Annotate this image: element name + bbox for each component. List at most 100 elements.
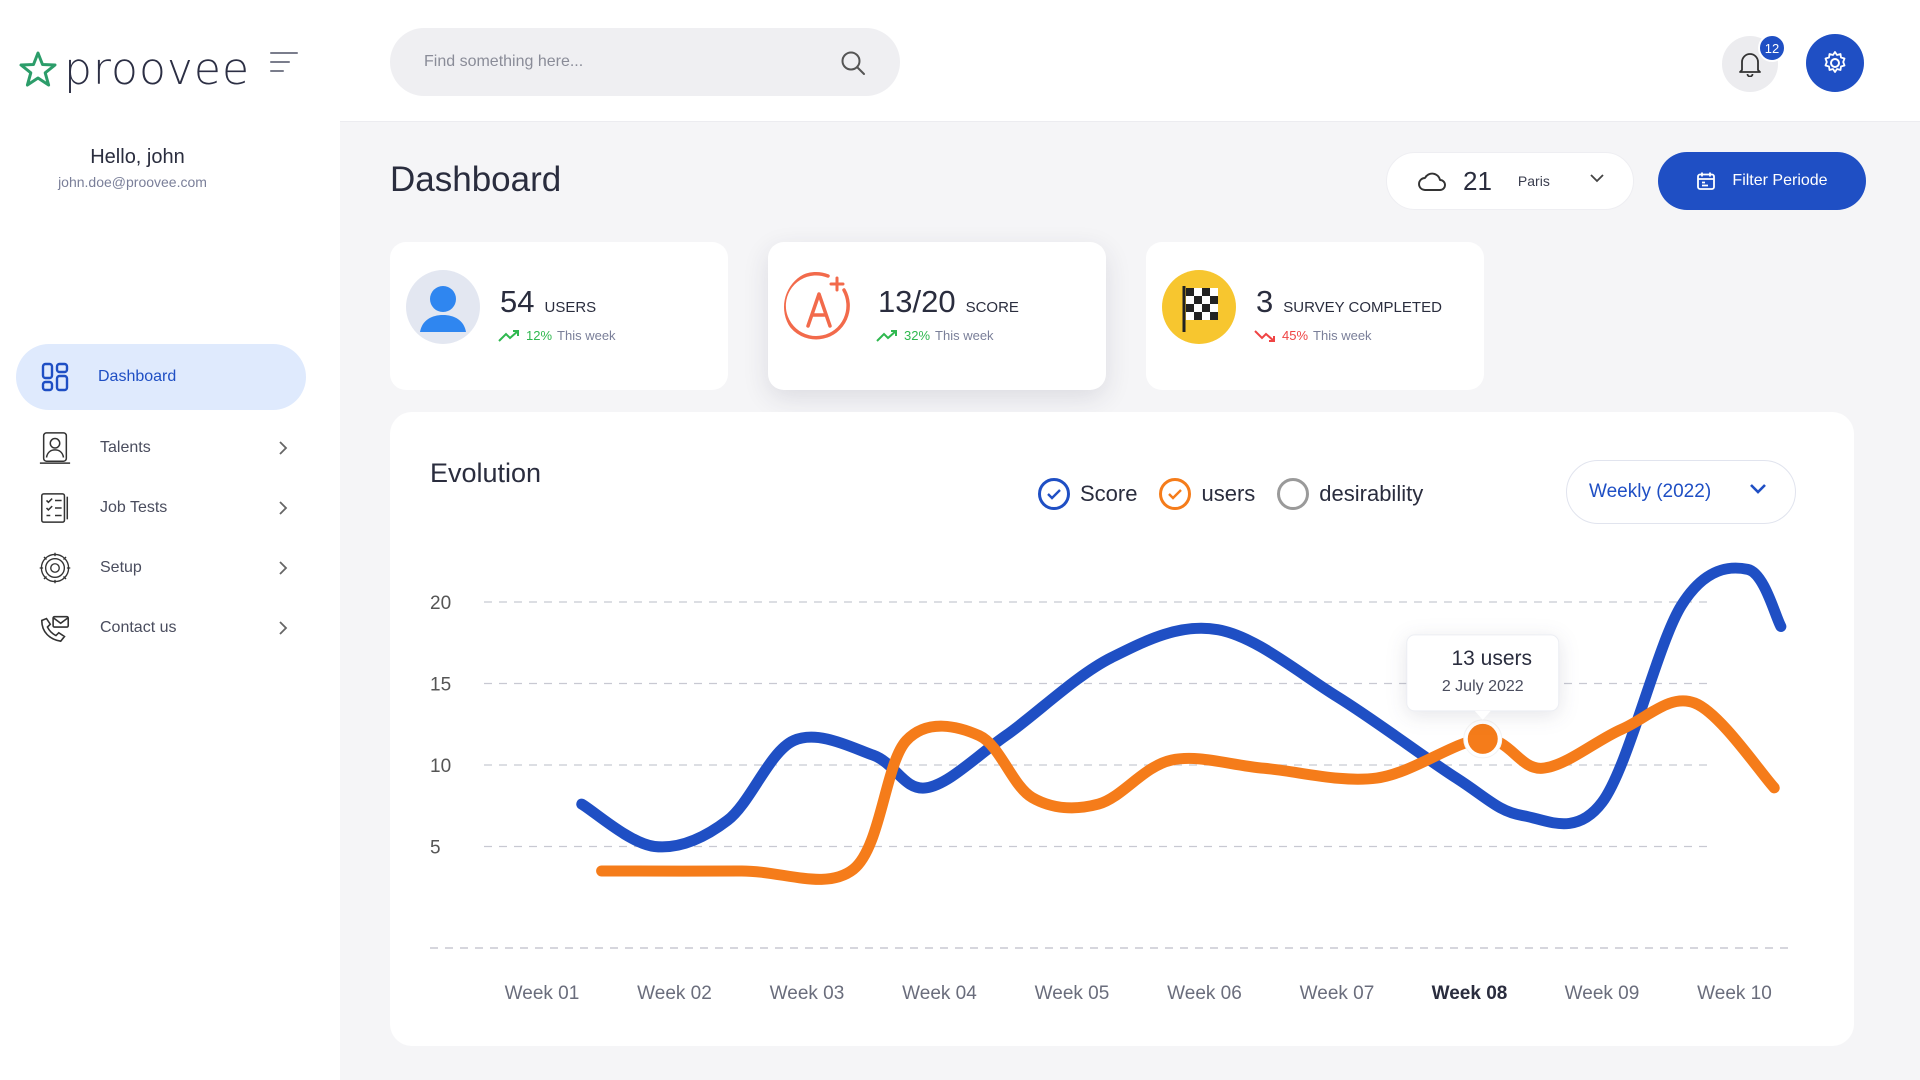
filter-periode-label: Filter Periode (1732, 172, 1828, 189)
contact-icon (38, 611, 72, 645)
filter-periode-button[interactable]: Filter Periode (1658, 152, 1866, 210)
checkered-flag-icon (1162, 270, 1236, 344)
user-email: john.doe@proovee.com (58, 174, 207, 190)
sidebar: proovee Hello, john john.doe@proovee.com… (0, 0, 340, 1080)
page-title: Dashboard (390, 160, 562, 199)
legend-label: desirability (1319, 481, 1424, 506)
sidebar-item-label: Contact us (100, 619, 177, 636)
chevron-down-icon (1590, 174, 1604, 183)
sidebar-item-label: Setup (100, 559, 142, 576)
calendar-icon (1697, 172, 1716, 190)
y-tick-label: 15 (430, 675, 451, 696)
x-tick-label: Week 08 (1432, 983, 1508, 1004)
data-point-marker (1467, 723, 1498, 754)
legend-label: Score (1080, 481, 1138, 506)
stat-value: 13/20 score (878, 284, 1019, 319)
evolution-panel: Evolution Score users desirability Weekl… (390, 412, 1854, 1046)
trend-percent: 12% (526, 328, 553, 343)
weather-temperature: 21 (1463, 165, 1492, 196)
brand-name: proovee (64, 44, 251, 95)
bell-icon (1739, 53, 1761, 77)
tooltip-title: 13 users (1451, 647, 1532, 670)
trend-up-icon (876, 329, 897, 342)
stat-trend: 12% This week (498, 328, 616, 343)
sidebar-item-setup[interactable]: Setup (16, 538, 306, 598)
dashboard-icon (38, 360, 72, 394)
chevron-right-icon (279, 501, 288, 515)
sidebar-item-label: Job Tests (100, 499, 168, 516)
legend-toggle-desirability[interactable]: desirability (1277, 478, 1423, 510)
trend-period: This week (935, 328, 994, 343)
x-tick-label: Week 01 (505, 983, 580, 1004)
stat-unit: survey completed (1283, 299, 1442, 316)
series-line-score (576, 562, 1787, 853)
y-tick-label: 20 (430, 593, 451, 614)
stat-value: 54 users (500, 284, 597, 319)
stat-card-survey: 3 survey completed 45% This week (1146, 242, 1484, 390)
sidebar-nav: Dashboard Talents Job Tests Setup (16, 344, 306, 658)
tooltip-date: 2 July 2022 (1442, 678, 1524, 695)
weather-city: Paris (1517, 173, 1550, 189)
search-input[interactable] (424, 53, 814, 71)
setup-icon (38, 551, 72, 585)
period-select[interactable]: Weekly (2022) (1566, 460, 1796, 524)
legend-label: users (1201, 481, 1256, 506)
y-tick-label: 10 (430, 756, 451, 777)
x-tick-label: Week 07 (1300, 983, 1375, 1004)
weather-location-select[interactable]: 21 Paris (1386, 152, 1634, 210)
x-tick-label: Week 10 (1697, 983, 1772, 1004)
series-line-users (596, 695, 1780, 885)
talents-icon (38, 431, 72, 465)
cloud-icon (1418, 172, 1446, 191)
stat-trend: 32% This week (876, 328, 994, 343)
star-logo-icon (19, 51, 57, 86)
stat-unit: users (544, 299, 597, 316)
settings-button[interactable] (1806, 34, 1864, 92)
tooltip-pointer (1474, 710, 1491, 720)
sidebar-item-contact[interactable]: Contact us (16, 598, 306, 658)
chevron-right-icon (279, 561, 288, 575)
search-icon[interactable] (840, 50, 866, 76)
user-avatar-icon (406, 270, 480, 344)
x-tick-label: Week 09 (1565, 983, 1640, 1004)
chart-legend: Score users desirability (1038, 478, 1445, 510)
trend-percent: 32% (904, 328, 931, 343)
checkbox-checked-icon (1038, 478, 1070, 510)
sidebar-item-job-tests[interactable]: Job Tests (16, 478, 306, 538)
stat-card-users: 54 users 12% This week (390, 242, 728, 390)
x-tick-label: Week 02 (637, 983, 712, 1004)
x-tick-label: Week 05 (1035, 983, 1110, 1004)
trend-up-icon (498, 329, 519, 342)
checkbox-checked-icon (1159, 478, 1192, 510)
chevron-down-icon (1750, 484, 1766, 494)
menu-toggle-icon[interactable] (270, 52, 298, 74)
legend-toggle-score[interactable]: Score (1038, 478, 1137, 510)
evolution-title: Evolution (430, 458, 542, 488)
sidebar-item-dashboard[interactable]: Dashboard (16, 344, 306, 410)
x-tick-label: Week 03 (770, 983, 845, 1004)
evolution-chart: 5 10 15 20 Week 01 Week 02 Week 03 Week 04 Week … (430, 562, 1790, 1004)
y-tick-label: 5 (430, 838, 441, 859)
sidebar-item-label: Talents (100, 439, 151, 456)
gear-icon (1824, 51, 1846, 73)
trend-percent: 45% (1282, 328, 1309, 343)
top-bar: 12 (340, 0, 1920, 122)
stat-card-score: 13/20 score 32% This week (768, 242, 1106, 390)
tooltip-box (1406, 634, 1560, 712)
grade-a-plus-icon (784, 270, 858, 344)
checkbox-unchecked-icon (1277, 478, 1310, 510)
notification-count-badge: 12 (1758, 34, 1786, 62)
stat-unit: score (965, 299, 1019, 316)
period-value: Weekly (2022) (1589, 481, 1712, 502)
trend-period: This week (557, 328, 616, 343)
search-bar (390, 28, 900, 96)
x-tick-label: Week 06 (1167, 983, 1242, 1004)
chevron-right-icon (279, 621, 288, 635)
legend-toggle-users[interactable]: users (1159, 478, 1255, 510)
stat-value: 3 survey completed (1256, 284, 1442, 319)
job-tests-icon (38, 491, 72, 525)
sidebar-item-talents[interactable]: Talents (16, 418, 306, 478)
brand-logo[interactable]: proovee (18, 44, 250, 95)
user-greeting: Hello, john (90, 146, 185, 168)
x-tick-label: Week 04 (902, 983, 977, 1004)
